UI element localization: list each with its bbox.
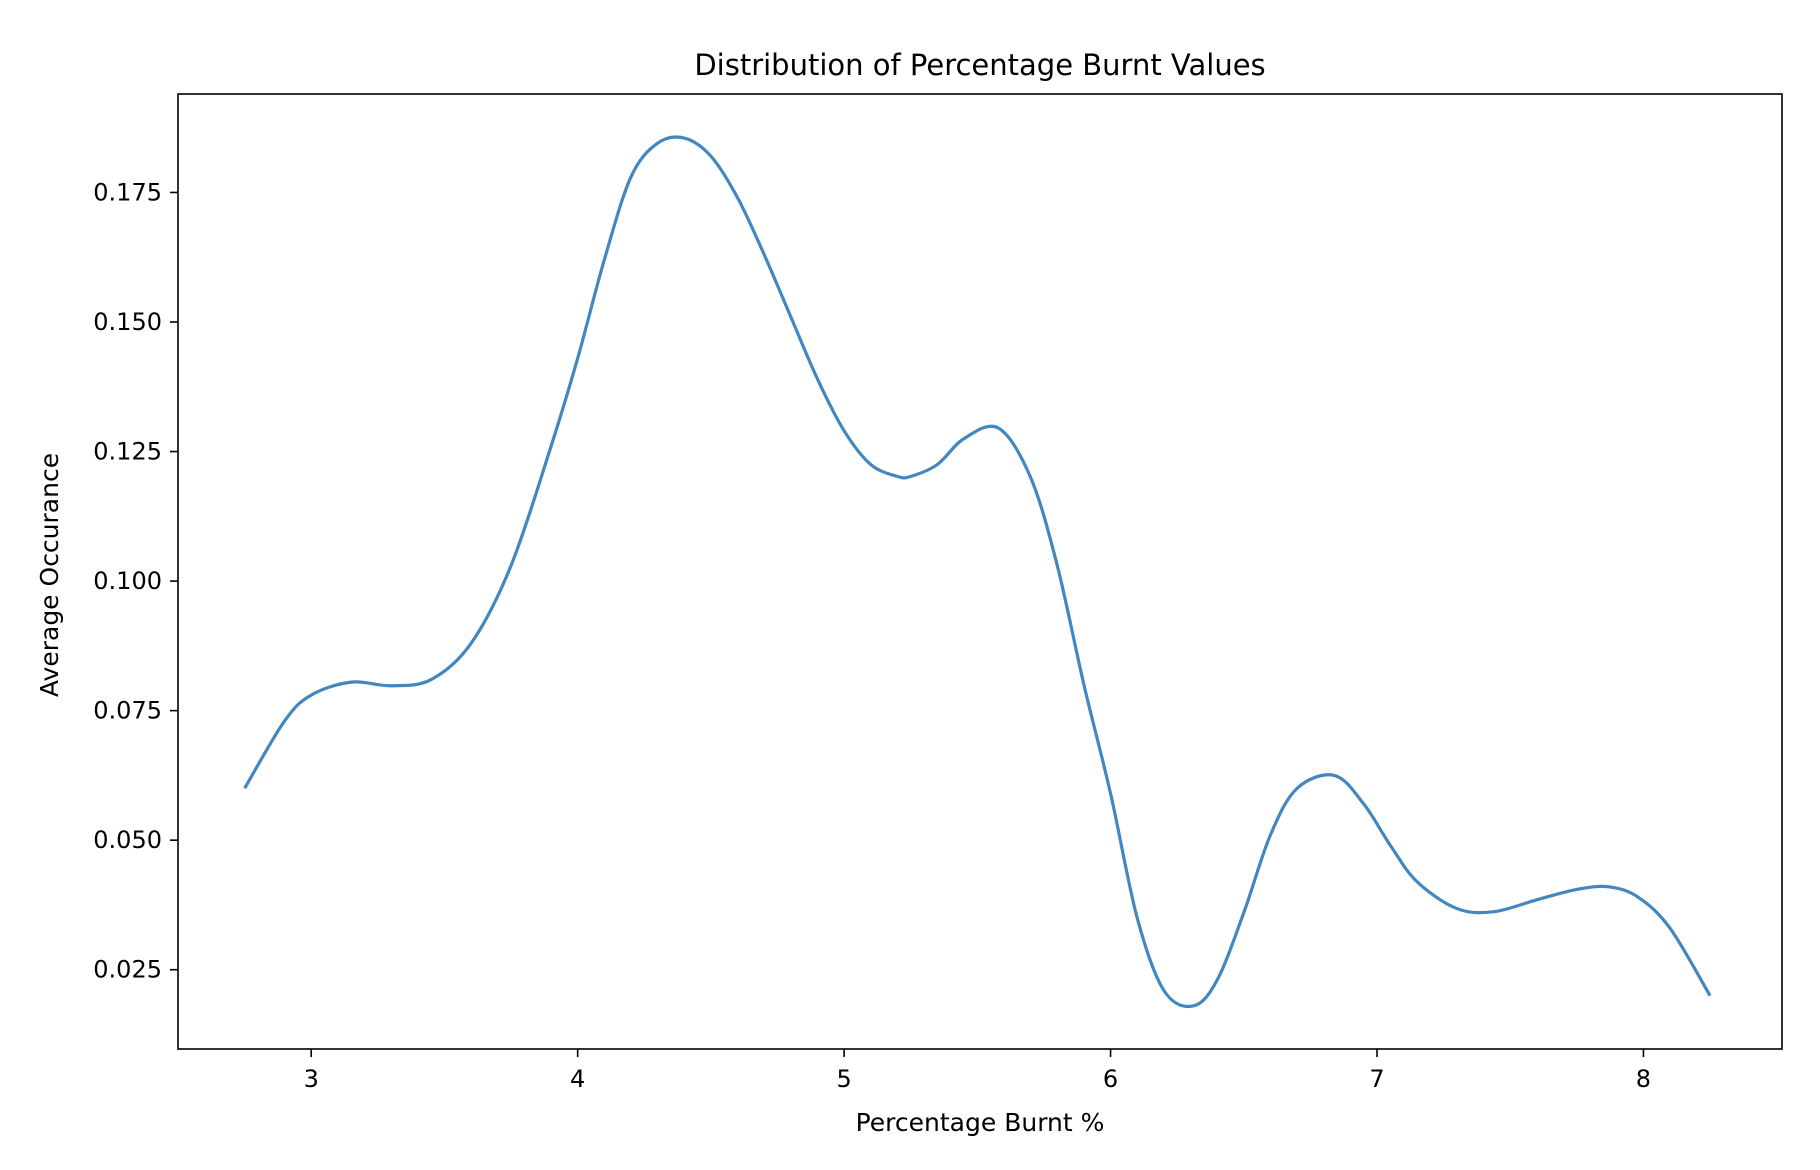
y-tick-label: 0.075	[93, 697, 162, 725]
y-tick-label: 0.150	[93, 308, 162, 336]
y-tick-label: 0.125	[93, 438, 162, 466]
y-tick-label: 0.025	[93, 956, 162, 984]
plot-area	[177, 93, 1783, 1050]
series-line	[243, 135, 1712, 1009]
y-tick-label: 0.050	[93, 826, 162, 854]
y-tick-label: 0.175	[93, 178, 162, 206]
x-tick-label: 6	[1103, 1065, 1118, 1093]
x-tick-label: 7	[1369, 1065, 1384, 1093]
y-axis: 0.025 0.050 0.075 0.100 0.125 0.150 0.175	[93, 178, 178, 984]
x-tick-label: 8	[1636, 1065, 1651, 1093]
y-axis-label: Average Occurance	[35, 453, 64, 697]
x-tick-label: 4	[570, 1065, 585, 1093]
x-axis: 3 4 5 6 7 8	[304, 1049, 1651, 1093]
y-tick-label: 0.100	[93, 567, 162, 595]
chart-title: Distribution of Percentage Burnt Values	[694, 48, 1265, 82]
plot-frame	[177, 93, 1783, 1050]
x-axis-label: Percentage Burnt %	[856, 1108, 1105, 1137]
x-tick-label: 3	[304, 1065, 319, 1093]
x-tick-label: 5	[836, 1065, 851, 1093]
